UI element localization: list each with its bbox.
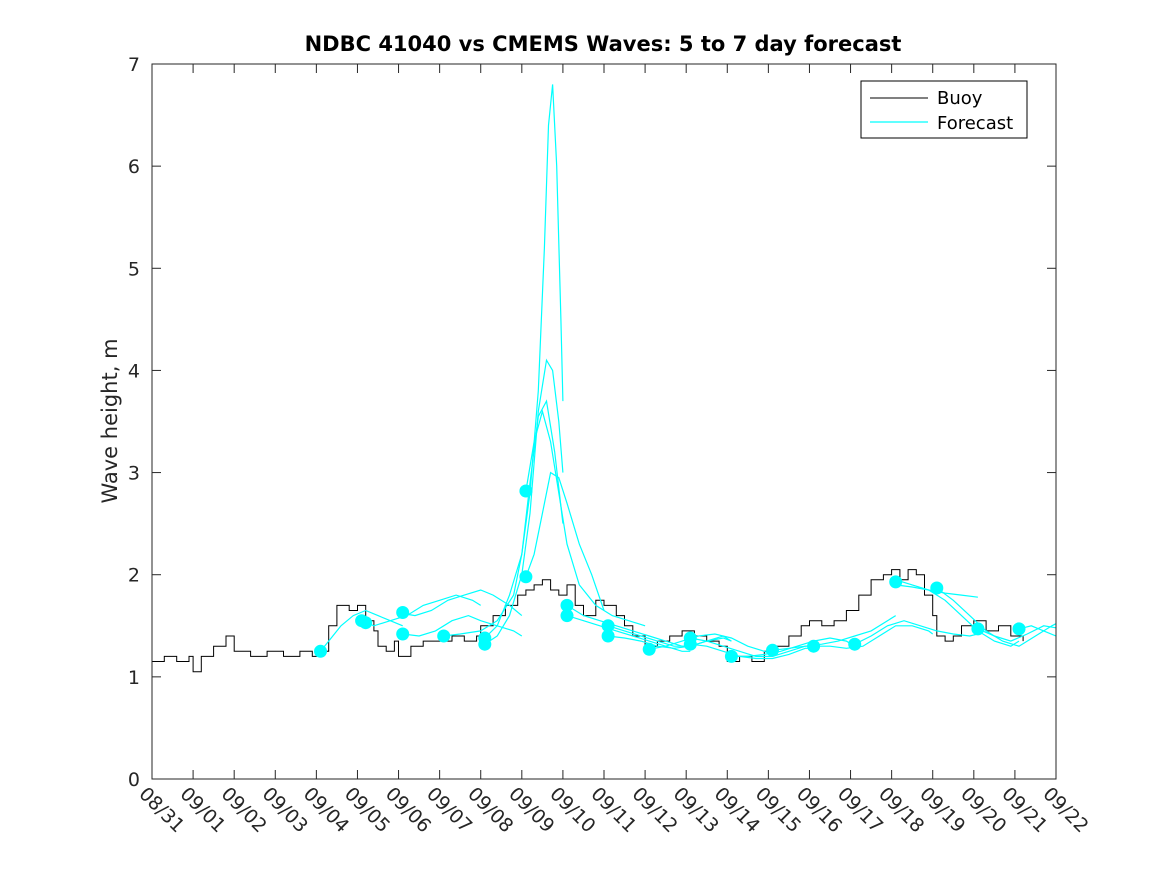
legend-buoy-label: Buoy bbox=[937, 88, 983, 109]
forecast-marker-0 bbox=[314, 644, 327, 658]
y-axis-label-group: Wave height, m bbox=[98, 338, 122, 503]
forecast-marker-13 bbox=[601, 629, 615, 643]
forecast-marker-8 bbox=[519, 484, 533, 498]
forecast-line-1 bbox=[361, 594, 482, 627]
forecast-marker-12 bbox=[601, 619, 615, 633]
forecast-marker-19 bbox=[807, 639, 821, 653]
forecast-line-11 bbox=[607, 625, 732, 647]
legend: Buoy Forecast bbox=[860, 80, 1028, 139]
y-tick-label-1: 1 bbox=[128, 667, 140, 689]
y-tick-label-3: 3 bbox=[128, 463, 140, 485]
forecast-line-12 bbox=[608, 635, 732, 649]
forecast-marker-21 bbox=[889, 575, 903, 589]
forecast-line-8 bbox=[525, 408, 646, 627]
forecast-line-15 bbox=[690, 643, 814, 660]
forecast-line-5 bbox=[484, 358, 564, 645]
forecast-line-6 bbox=[484, 84, 564, 639]
forecast-marker-23 bbox=[971, 622, 985, 636]
forecast-line-18 bbox=[813, 625, 934, 649]
forecast-marker-5 bbox=[437, 629, 451, 643]
forecast-line-17 bbox=[772, 615, 897, 651]
forecast-marker-20 bbox=[848, 637, 862, 651]
forecast-marker-10 bbox=[560, 598, 574, 612]
forecast-line-9 bbox=[566, 604, 691, 647]
forecast-line-19 bbox=[854, 620, 979, 645]
y-tick-label-7: 7 bbox=[128, 54, 140, 76]
y-tick-label-5: 5 bbox=[128, 258, 140, 280]
y-tick-label-0: 0 bbox=[128, 769, 140, 791]
forecast-marker-24 bbox=[1012, 622, 1026, 636]
forecast-line-13 bbox=[649, 633, 773, 655]
forecast-marker-9 bbox=[519, 570, 533, 584]
y-axis-label: Wave height, m bbox=[98, 338, 122, 503]
forecast-line-23 bbox=[977, 625, 1057, 642]
data-layer bbox=[152, 84, 1057, 673]
forecast-line-21 bbox=[895, 584, 1020, 647]
forecast-line-2 bbox=[402, 589, 523, 617]
y-tick-label-2: 2 bbox=[128, 565, 140, 587]
forecast-marker-16 bbox=[683, 637, 697, 651]
chart-title: NDBC 41040 vs CMEMS Waves: 5 to 7 day fo… bbox=[305, 32, 902, 56]
legend-box bbox=[860, 80, 1028, 139]
forecast-marker-2 bbox=[359, 616, 373, 630]
forecast-line-14 bbox=[690, 637, 814, 658]
forecast-line-0 bbox=[320, 609, 403, 652]
forecast-line-3 bbox=[402, 614, 523, 637]
y-tick-label-4: 4 bbox=[128, 360, 140, 382]
forecast-marker-17 bbox=[724, 649, 738, 663]
forecast-line-7 bbox=[525, 471, 605, 611]
forecast-line-22 bbox=[936, 587, 1057, 647]
forecast-marker-11 bbox=[560, 609, 574, 623]
forecast-marker-14 bbox=[642, 642, 656, 656]
legend-forecast-label: Forecast bbox=[937, 113, 1013, 134]
y-tick-label-6: 6 bbox=[128, 156, 140, 178]
forecast-marker-4 bbox=[396, 627, 410, 641]
forecast-marker-22 bbox=[930, 581, 944, 595]
forecast-marker-18 bbox=[766, 643, 779, 657]
forecast-marker-7 bbox=[478, 637, 492, 651]
forecast-marker-3 bbox=[396, 606, 410, 619]
forecast-line-10 bbox=[566, 615, 691, 652]
